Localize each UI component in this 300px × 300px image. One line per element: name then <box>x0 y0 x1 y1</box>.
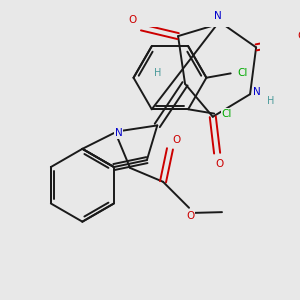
Text: N: N <box>214 11 222 21</box>
Text: O: O <box>173 135 181 145</box>
Text: O: O <box>129 16 137 26</box>
Text: H: H <box>154 68 161 78</box>
Text: N: N <box>253 88 261 98</box>
Text: Cl: Cl <box>221 109 232 118</box>
Text: O: O <box>187 212 195 221</box>
Text: O: O <box>297 31 300 41</box>
Text: O: O <box>216 159 224 169</box>
Text: Cl: Cl <box>238 68 248 78</box>
Text: N: N <box>115 128 123 138</box>
Text: H: H <box>267 96 274 106</box>
